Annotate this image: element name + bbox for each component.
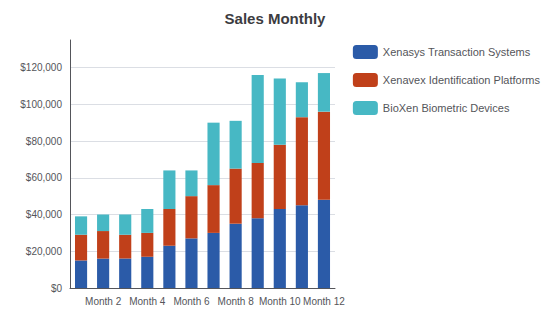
svg-text:Month 2: Month 2: [85, 296, 122, 307]
svg-text:$60,000: $60,000: [26, 172, 63, 183]
svg-text:$20,000: $20,000: [26, 246, 63, 257]
svg-text:$80,000: $80,000: [26, 136, 63, 147]
svg-text:BioXen Biometric Devices: BioXen Biometric Devices: [383, 102, 510, 114]
svg-text:Month 10: Month 10: [259, 296, 301, 307]
svg-text:$0: $0: [51, 283, 63, 294]
svg-text:$40,000: $40,000: [26, 209, 63, 220]
svg-text:Xenavex Identification Platfor: Xenavex Identification Platforms: [383, 74, 541, 86]
svg-text:$120,000: $120,000: [20, 62, 62, 73]
svg-text:Month 6: Month 6: [173, 296, 210, 307]
svg-text:Month 8: Month 8: [218, 296, 255, 307]
svg-text:Month 4: Month 4: [129, 296, 166, 307]
svg-text:Xenasys Transaction Systems: Xenasys Transaction Systems: [383, 46, 531, 58]
svg-text:Month 12: Month 12: [303, 296, 345, 307]
svg-text:$100,000: $100,000: [20, 99, 62, 110]
svg-text:Sales Monthly: Sales Monthly: [225, 10, 327, 27]
